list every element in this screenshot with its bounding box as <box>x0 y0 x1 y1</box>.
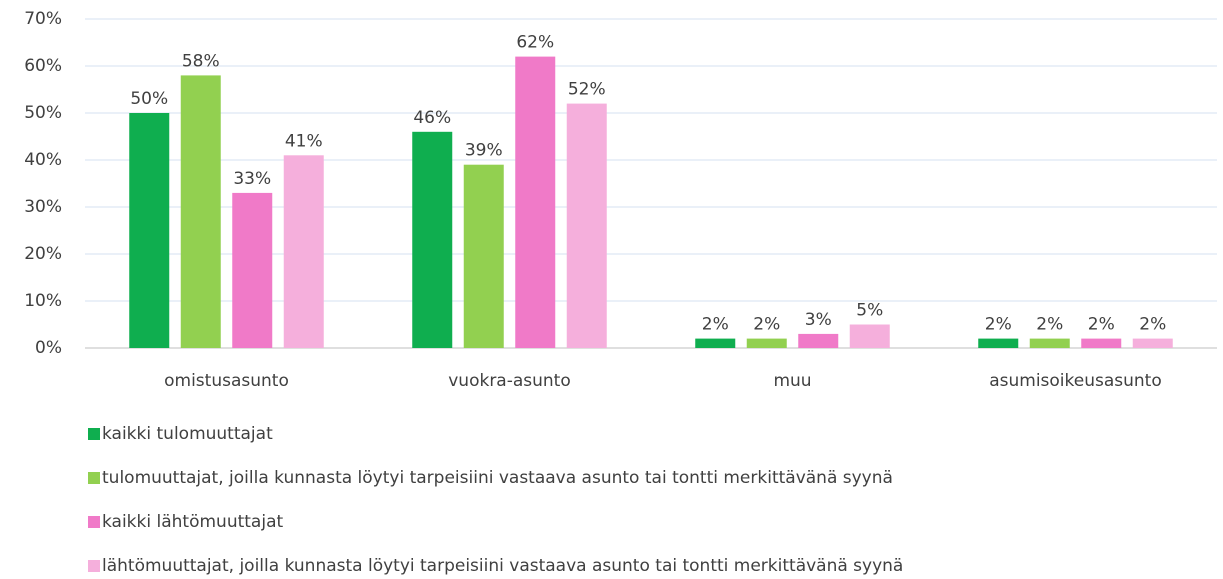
bar <box>180 75 221 349</box>
y-tick-label: 70% <box>24 9 62 29</box>
value-label: 5% <box>856 301 883 321</box>
legend-swatch <box>88 516 100 528</box>
value-label: 41% <box>285 131 323 151</box>
value-label: 3% <box>805 310 832 330</box>
bar <box>412 131 453 348</box>
y-tick-label: 50% <box>24 103 62 123</box>
bar <box>746 338 787 348</box>
bar <box>232 192 273 348</box>
value-label: 58% <box>182 51 220 71</box>
bar <box>566 103 607 348</box>
value-label: 33% <box>233 169 271 189</box>
bar <box>463 164 504 348</box>
value-label: 46% <box>413 108 451 128</box>
legend-label: kaikki tulomuuttajat <box>102 424 273 444</box>
bar <box>978 338 1019 348</box>
bar <box>849 324 890 348</box>
bar <box>283 155 324 348</box>
value-label: 2% <box>1036 315 1063 335</box>
value-label: 62% <box>516 33 554 53</box>
x-tick-label: asumisoikeusasunto <box>989 371 1162 391</box>
y-tick-label: 40% <box>24 150 62 170</box>
y-tick-label: 60% <box>24 56 62 76</box>
y-tick-label: 10% <box>24 291 62 311</box>
bar <box>1132 338 1173 348</box>
bar <box>798 333 839 348</box>
value-label: 2% <box>753 315 780 335</box>
legend-swatch <box>88 428 100 440</box>
value-label: 52% <box>568 80 606 100</box>
legend-label: tulomuuttajat, joilla kunnasta löytyi ta… <box>102 468 893 488</box>
bar <box>129 113 170 348</box>
value-label: 2% <box>1088 315 1115 335</box>
y-tick-label: 0% <box>35 338 62 358</box>
value-label: 2% <box>702 315 729 335</box>
bar <box>1029 338 1070 348</box>
legend-label: lähtömuuttajat, joilla kunnasta löytyi t… <box>102 556 903 576</box>
bar <box>1081 338 1122 348</box>
legend-swatch <box>88 560 100 572</box>
x-tick-label: vuokra-asunto <box>448 371 571 391</box>
legend-label: kaikki lähtömuuttajat <box>102 512 283 532</box>
legend-swatch <box>88 472 100 484</box>
x-tick-label: muu <box>773 371 811 391</box>
value-label: 2% <box>985 315 1012 335</box>
x-tick-label: omistusasunto <box>164 371 289 391</box>
bar <box>695 338 736 348</box>
value-label: 50% <box>130 89 168 109</box>
value-label: 2% <box>1139 315 1166 335</box>
bar <box>515 56 556 348</box>
y-tick-label: 30% <box>24 197 62 217</box>
y-tick-label: 20% <box>24 244 62 264</box>
value-label: 39% <box>465 141 503 161</box>
